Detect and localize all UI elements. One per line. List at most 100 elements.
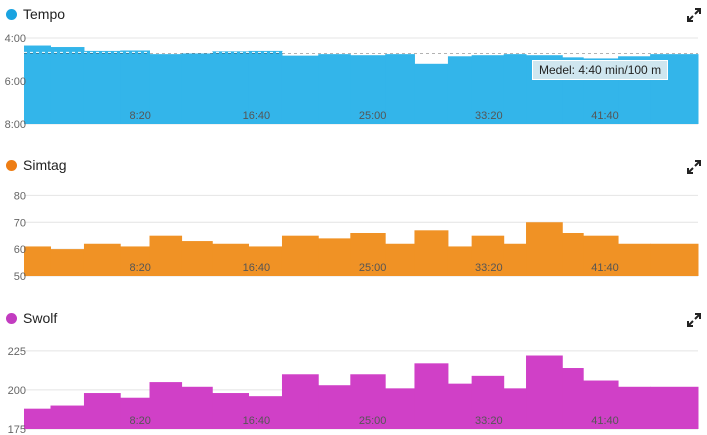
swolf-title: Swolf xyxy=(23,310,58,326)
expand-icon[interactable] xyxy=(687,160,701,174)
swolf-legend-dot xyxy=(6,312,17,324)
y-tick-label: 4:00 xyxy=(5,33,26,45)
data-bar xyxy=(212,51,250,124)
data-bar xyxy=(503,54,527,124)
data-bar xyxy=(526,355,563,429)
data-bar xyxy=(120,50,151,124)
data-bar xyxy=(50,249,85,276)
data-bar xyxy=(318,54,351,124)
data-bar xyxy=(650,243,699,276)
simtag-chart: 50 60 70 80 8:20 16:40 25:00 33:20 41:40 xyxy=(14,190,699,283)
simtag-legend-dot xyxy=(6,159,17,171)
data-bar xyxy=(318,238,351,276)
swolf-panel: Swolf 175 200 225 8:20 16:40 25:00 33:20 41:40 xyxy=(0,305,707,435)
data-bar xyxy=(583,380,619,429)
data-bar xyxy=(50,47,85,124)
y-tick-label: 200 xyxy=(8,385,26,397)
data-bar xyxy=(248,50,283,124)
data-bar xyxy=(447,56,473,124)
x-tick-label: 16:40 xyxy=(243,415,271,427)
x-tick-label: 41:40 xyxy=(591,415,619,427)
data-bar xyxy=(50,405,85,429)
data-bar xyxy=(385,54,415,124)
x-tick-label: 25:00 xyxy=(359,110,387,122)
y-tick-label: 175 xyxy=(8,424,26,435)
data-bar xyxy=(414,363,449,429)
data-bar xyxy=(447,246,473,276)
y-tick-label: 8:00 xyxy=(5,119,26,131)
data-bar xyxy=(414,63,449,124)
data-bar xyxy=(471,235,505,276)
data-bar xyxy=(24,45,51,124)
x-tick-label: 33:20 xyxy=(475,262,503,274)
data-bar xyxy=(503,388,527,429)
data-bar xyxy=(248,396,283,429)
simtag-title-row: Simtag xyxy=(6,157,67,173)
data-bar xyxy=(83,50,121,124)
data-bar xyxy=(24,246,51,276)
data-bar xyxy=(350,233,386,276)
data-bar xyxy=(248,246,283,276)
x-tick-label: 16:40 xyxy=(243,262,271,274)
x-tick-label: 41:40 xyxy=(591,110,619,122)
x-tick-label: 41:40 xyxy=(591,262,619,274)
y-tick-label: 70 xyxy=(14,217,26,229)
data-bar xyxy=(149,235,183,276)
data-bar xyxy=(526,222,563,276)
data-bar xyxy=(181,241,213,276)
data-bar xyxy=(471,375,505,429)
tempo-title-row: Tempo xyxy=(6,6,65,22)
y-tick-label: 80 xyxy=(14,190,26,202)
data-bar xyxy=(281,235,319,276)
data-bar xyxy=(149,382,183,429)
data-bar xyxy=(414,230,449,276)
data-bar xyxy=(212,243,250,276)
data-bar xyxy=(618,243,651,276)
x-tick-label: 33:20 xyxy=(475,110,503,122)
tempo-legend-dot xyxy=(6,8,17,20)
x-tick-label: 8:20 xyxy=(129,415,150,427)
y-tick-label: 50 xyxy=(14,271,26,283)
data-bar xyxy=(83,393,121,429)
data-bar xyxy=(618,386,651,429)
data-bar xyxy=(24,408,51,429)
data-bar xyxy=(385,243,415,276)
y-tick-label: 6:00 xyxy=(5,76,26,88)
data-bar xyxy=(281,374,319,429)
data-bar xyxy=(562,233,584,276)
expand-icon[interactable] xyxy=(687,8,701,22)
data-bar xyxy=(447,383,473,429)
y-tick-label: 60 xyxy=(14,244,26,256)
expand-icon[interactable] xyxy=(687,313,701,327)
data-bar xyxy=(471,55,505,125)
x-tick-label: 16:40 xyxy=(243,110,271,122)
data-bar xyxy=(318,385,351,429)
average-tooltip: Medel: 4:40 min/100 m xyxy=(532,60,669,80)
x-tick-label: 25:00 xyxy=(359,415,387,427)
data-bar xyxy=(503,243,527,276)
tempo-chart: 4:00 6:00 8:00 8:20 16:40 25:00 33:20 41:40 xyxy=(5,33,699,131)
data-bar xyxy=(281,55,319,124)
x-tick-label: 25:00 xyxy=(359,262,387,274)
simtag-title: Simtag xyxy=(23,157,67,173)
x-tick-label: 8:20 xyxy=(129,262,150,274)
x-tick-label: 33:20 xyxy=(475,415,503,427)
data-bar xyxy=(181,53,213,125)
data-bar xyxy=(120,397,151,429)
tempo-panel: Tempo 4:00 6:00 8:00 8:20 16:40 25:00 33:20 41:… xyxy=(0,0,707,131)
data-bar xyxy=(583,235,619,276)
tempo-title: Tempo xyxy=(23,6,66,22)
swolf-chart: 175 200 225 8:20 16:40 25:00 33:20 41:40 xyxy=(8,346,699,435)
data-bar xyxy=(212,393,250,429)
data-bar xyxy=(120,246,151,276)
x-tick-label: 8:20 xyxy=(129,110,150,122)
data-bar xyxy=(350,55,386,125)
data-bar xyxy=(350,374,386,429)
y-tick-label: 225 xyxy=(8,346,26,358)
data-bar xyxy=(650,386,699,429)
simtag-panel: Simtag 50 60 70 80 8:20 16:40 25:00 33:20 41:40 xyxy=(0,152,707,283)
data-bar xyxy=(562,368,584,429)
data-bar xyxy=(83,243,121,276)
data-bar xyxy=(385,388,415,429)
data-bar xyxy=(149,54,183,124)
